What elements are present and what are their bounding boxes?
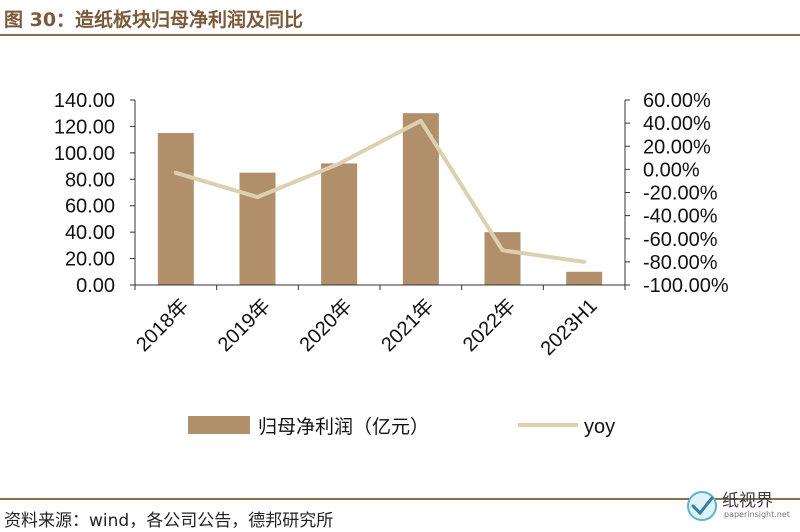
y-right-tick-label: 0.00%	[643, 159, 700, 181]
y-left-tick-label: 60.00	[65, 196, 115, 218]
x-tick-label: 2022年	[458, 294, 520, 356]
y-right-tick-label: -20.00%	[643, 183, 718, 205]
y-right-tick-label: -80.00%	[643, 252, 718, 274]
y-left-tick-label: 80.00	[65, 169, 115, 191]
y-right-tick-label: 60.00%	[643, 90, 711, 112]
yoy-line	[173, 118, 587, 264]
axes: 0.00 20.00 40.00 60.00 80.00 100.00 120.00 140.…	[54, 90, 729, 360]
y-left-tick-label: 100.00	[54, 143, 115, 165]
x-tick-label: 2021年	[376, 294, 438, 356]
bar-series	[157, 113, 603, 285]
legend-label-bar: 归母净利润（亿元）	[258, 416, 429, 438]
watermark-logo-icon	[687, 491, 717, 521]
y-right-tick-label: -40.00%	[643, 206, 718, 228]
y-right-tick-label: 20.00%	[643, 136, 711, 158]
y-left-tick-label: 0.00	[76, 275, 115, 297]
x-tick-label: 2019年	[213, 294, 275, 356]
x-tick-label: 2018年	[131, 294, 193, 356]
bar-4	[484, 232, 521, 285]
y-right-tick-label: -100.00%	[643, 275, 729, 297]
y-right-tick-label: -60.00%	[643, 229, 718, 251]
figure-title: 图 30：造纸板块归母净利润及同比	[0, 0, 800, 36]
y-left-tick-label: 140.00	[54, 90, 115, 112]
source-note: 资料来源：wind，各公司公告，德邦研究所	[0, 498, 800, 532]
x-tick-label: 2023H1	[537, 295, 602, 360]
y-right-tick-label: 40.00%	[643, 113, 711, 135]
legend: 归母净利润（亿元） yoy	[188, 416, 615, 438]
watermark: 纸视界 paperinsight.net	[682, 484, 792, 528]
x-tick-label: 2020年	[295, 294, 357, 356]
y-left-tick-label: 20.00	[65, 249, 115, 271]
legend-swatch-bar	[188, 416, 250, 434]
watermark-name: 纸视界	[722, 491, 773, 511]
line-series	[173, 118, 587, 264]
watermark-url: paperinsight.net	[724, 510, 790, 519]
bar-5	[566, 271, 603, 285]
legend-label-line: yoy	[584, 416, 615, 438]
y-left-tick-label: 120.00	[54, 116, 115, 138]
bar-0	[157, 133, 194, 285]
bar-1	[239, 172, 276, 285]
y-left-tick-label: 40.00	[65, 222, 115, 244]
bar-2	[321, 163, 358, 285]
